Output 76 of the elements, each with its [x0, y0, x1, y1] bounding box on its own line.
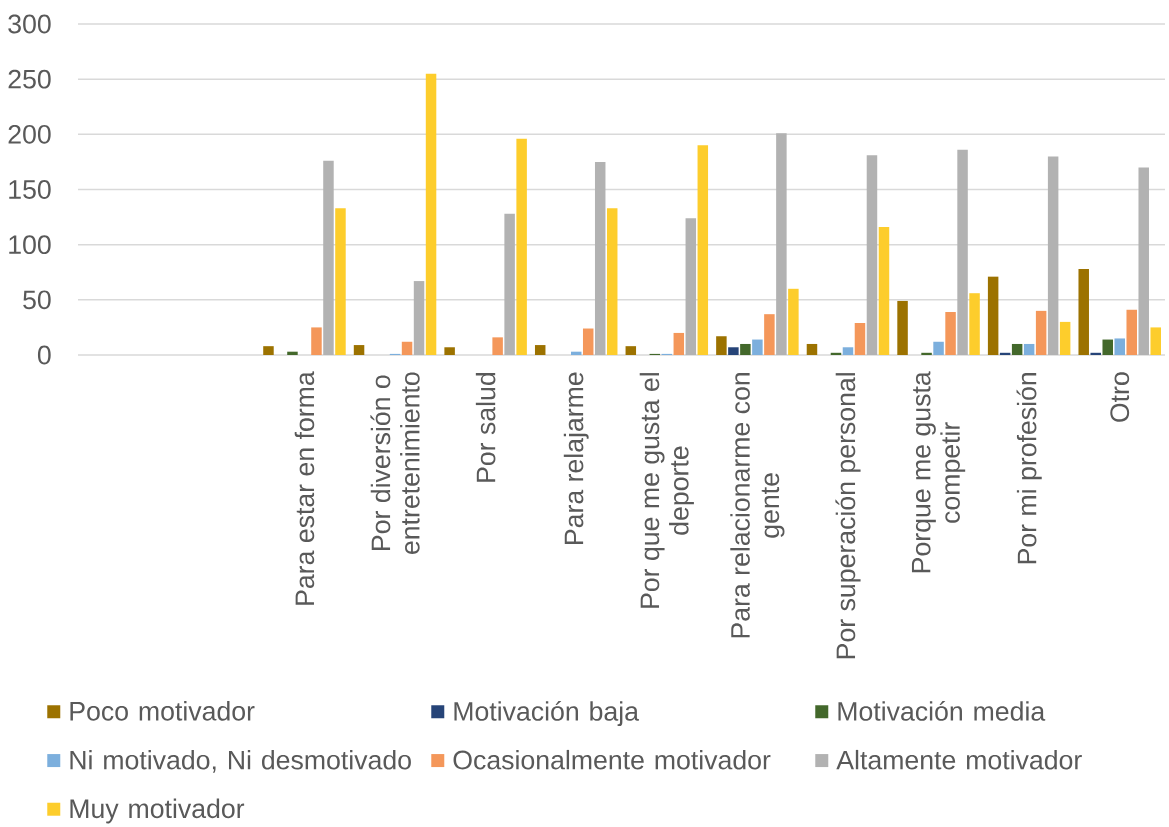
bar	[335, 208, 346, 355]
x-tick-label: Porque me gusta competir	[911, 371, 966, 573]
bar	[323, 160, 334, 355]
bar	[263, 346, 274, 355]
bar	[716, 336, 727, 355]
bar	[957, 149, 968, 355]
bar	[1150, 327, 1161, 355]
bar	[444, 347, 455, 355]
bar	[806, 343, 818, 355]
x-tick-label: Otro	[1110, 372, 1130, 422]
bar	[625, 346, 637, 355]
bar	[945, 311, 956, 355]
bar	[854, 323, 866, 355]
bar	[842, 347, 854, 355]
x-tick-label: Por mi profesión	[1016, 373, 1042, 564]
bar	[933, 341, 944, 355]
bar	[969, 293, 980, 355]
bar	[697, 145, 709, 355]
bar	[287, 351, 298, 355]
y-tick-label: 300	[8, 14, 51, 34]
legend-label: Poco motivador	[70, 701, 255, 721]
bar	[1011, 343, 1023, 355]
bar	[866, 155, 878, 355]
bar	[401, 341, 413, 355]
bar	[788, 288, 799, 355]
bar	[728, 347, 739, 355]
x-tick-label: Por que me gusta el deporte	[639, 373, 694, 608]
bar	[1035, 310, 1047, 355]
y-tick-label: 200	[8, 124, 51, 144]
bar	[1102, 339, 1113, 355]
bar	[1059, 321, 1071, 355]
bar	[776, 133, 787, 355]
bar	[582, 328, 594, 355]
bar	[1078, 268, 1089, 355]
bar	[1126, 309, 1137, 355]
y-tick-label: 250	[8, 69, 51, 89]
bar	[878, 227, 890, 355]
bar	[353, 345, 365, 355]
bar	[987, 276, 999, 355]
bar	[534, 345, 546, 355]
bar	[1138, 167, 1149, 355]
legend-label: Motivación baja	[454, 700, 639, 727]
legend-label: Ni motivado, Ni desmotivado	[70, 749, 411, 773]
bar	[311, 327, 322, 355]
x-tick-label: Para relacionarme con gente	[730, 373, 785, 638]
bar	[740, 343, 751, 355]
bar	[492, 337, 503, 355]
bar	[594, 161, 606, 355]
bar	[1023, 343, 1035, 355]
bar	[516, 138, 527, 355]
bar	[606, 208, 618, 355]
x-tick-label: Por superación personal	[835, 373, 861, 659]
bar	[921, 352, 932, 355]
x-tick-label: Para estar en forma	[294, 371, 315, 605]
bar	[1090, 352, 1101, 355]
x-tick-label: Por salud	[475, 373, 496, 482]
bar	[504, 213, 515, 355]
bar	[673, 332, 685, 355]
legend-label: Ocasionalmente motivador	[453, 749, 771, 770]
bar	[685, 218, 697, 355]
bar	[752, 339, 763, 355]
bar	[897, 300, 908, 355]
bar	[1047, 156, 1059, 355]
bar	[764, 314, 775, 355]
legend-label: Motivación media	[838, 700, 1046, 721]
legend-label: Muy motivador	[70, 798, 245, 824]
legend-label: Altamente motivador	[836, 749, 1082, 770]
y-tick-label: 0	[37, 345, 51, 365]
x-tick-label: Por diversión o entretenimiento	[370, 372, 420, 554]
bar	[425, 73, 437, 355]
x-tick-label: Para relajarme	[563, 372, 589, 544]
bar	[413, 281, 425, 355]
bar	[1114, 338, 1125, 355]
y-tick-label: 150	[9, 180, 51, 199]
y-tick-label: 50	[23, 290, 51, 310]
y-tick-label: 100	[9, 235, 51, 255]
